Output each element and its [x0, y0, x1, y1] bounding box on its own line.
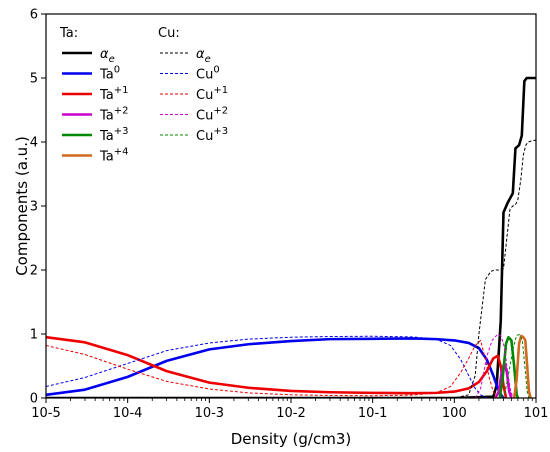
- series-layer: [46, 76, 536, 398]
- legend-label: Ta+4: [99, 147, 129, 165]
- series-line-cu-alpha-e: [46, 139, 536, 398]
- series-line-ta-Taplus-4: [512, 334, 532, 398]
- x-tick-label: 10-5: [31, 406, 61, 421]
- y-tick-label: 1: [30, 328, 38, 343]
- series-line-ta-alpha-e: [46, 76, 536, 398]
- y-tick-label: 0: [30, 392, 38, 407]
- series-line-ta-Ta0: [46, 337, 505, 398]
- legend-label: Ta+3: [99, 126, 129, 144]
- plot-area: [46, 14, 536, 398]
- y-tick-label: 6: [30, 8, 38, 23]
- y-tick-label: 3: [30, 200, 38, 215]
- legend-label: Cu0: [196, 65, 220, 83]
- x-tick-label: 10-2: [276, 406, 306, 421]
- legend: Ta:αeTa0Ta+1Ta+2Ta+3Ta+4Cu:αeCu0Cu+1Cu+2…: [59, 26, 228, 165]
- y-axis-label: Components (a.u.): [13, 136, 31, 276]
- y-tick-label: 5: [30, 72, 38, 87]
- legend-label: Ta+2: [99, 106, 129, 124]
- legend-group-title: Ta:: [59, 26, 78, 41]
- series-line-cu-Cuplus-3: [501, 334, 530, 398]
- x-tick-label: 101: [524, 406, 549, 421]
- x-tick-label: 10-3: [195, 406, 225, 421]
- y-tick-label: 4: [30, 136, 38, 151]
- y-tick-label: 2: [30, 264, 38, 279]
- x-tick-label: 100: [442, 406, 467, 421]
- legend-label: Ta+1: [99, 85, 129, 103]
- legend-label: Ta0: [99, 65, 120, 83]
- legend-label: Cu+2: [196, 106, 228, 124]
- series-line-cu-Cu0: [46, 335, 490, 398]
- x-tick-label: 10-4: [113, 406, 143, 421]
- legend-label: Cu+1: [196, 85, 228, 103]
- x-axis-label: Density (g/cm3): [231, 430, 351, 448]
- legend-label: Cu+3: [196, 126, 228, 144]
- legend-group-title: Cu:: [158, 26, 180, 41]
- legend-label: αe: [196, 47, 211, 65]
- legend-label: αe: [100, 47, 115, 65]
- x-tick-label: 10-1: [358, 406, 388, 421]
- series-line-ta-Taplus-1: [46, 335, 508, 398]
- series-line-cu-Cuplus-2: [474, 334, 514, 398]
